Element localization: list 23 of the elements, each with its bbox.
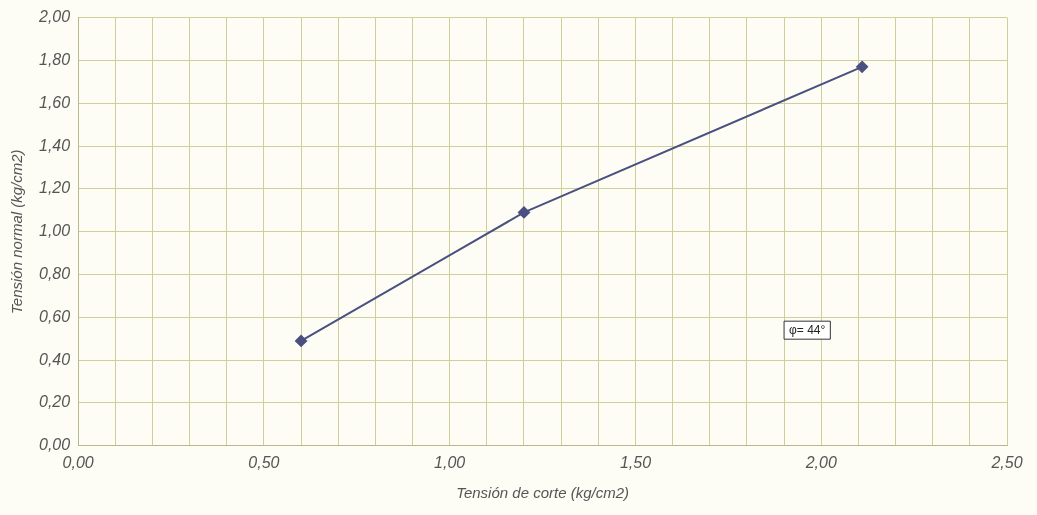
y-tick-label: 1,40 <box>39 136 71 154</box>
x-tick-label: 0,00 <box>62 453 94 471</box>
y-tick-label: 0,20 <box>39 393 71 411</box>
point <box>517 206 530 219</box>
y-tick-label: 1,20 <box>39 179 71 197</box>
point <box>856 60 869 73</box>
x-tick-label: 1,50 <box>619 453 652 471</box>
x-tick-label: 2,00 <box>804 453 837 471</box>
point <box>295 334 308 347</box>
annotation: φ= 44° <box>789 323 826 338</box>
y-axis-title: Tensión normal (kg/cm2) <box>8 149 26 314</box>
y-tick-label: 0,00 <box>39 436 71 454</box>
y-tick-label: 2,00 <box>38 8 71 26</box>
x-tick-label: 2,50 <box>990 453 1023 471</box>
x-tick-label: 0,50 <box>248 453 280 471</box>
y-tick-label: 0,60 <box>39 307 71 325</box>
y-tick-label: 0,80 <box>39 264 71 282</box>
y-tick-label: 1,80 <box>39 50 71 68</box>
x-axis-title: Tensión de corte (kg/cm2) <box>456 484 629 502</box>
x-tick-label: 1,00 <box>434 453 466 471</box>
y-tick-label: 1,00 <box>39 222 71 240</box>
y-tick-label: 1,60 <box>39 93 71 111</box>
y-tick-label: 0,40 <box>39 350 71 368</box>
